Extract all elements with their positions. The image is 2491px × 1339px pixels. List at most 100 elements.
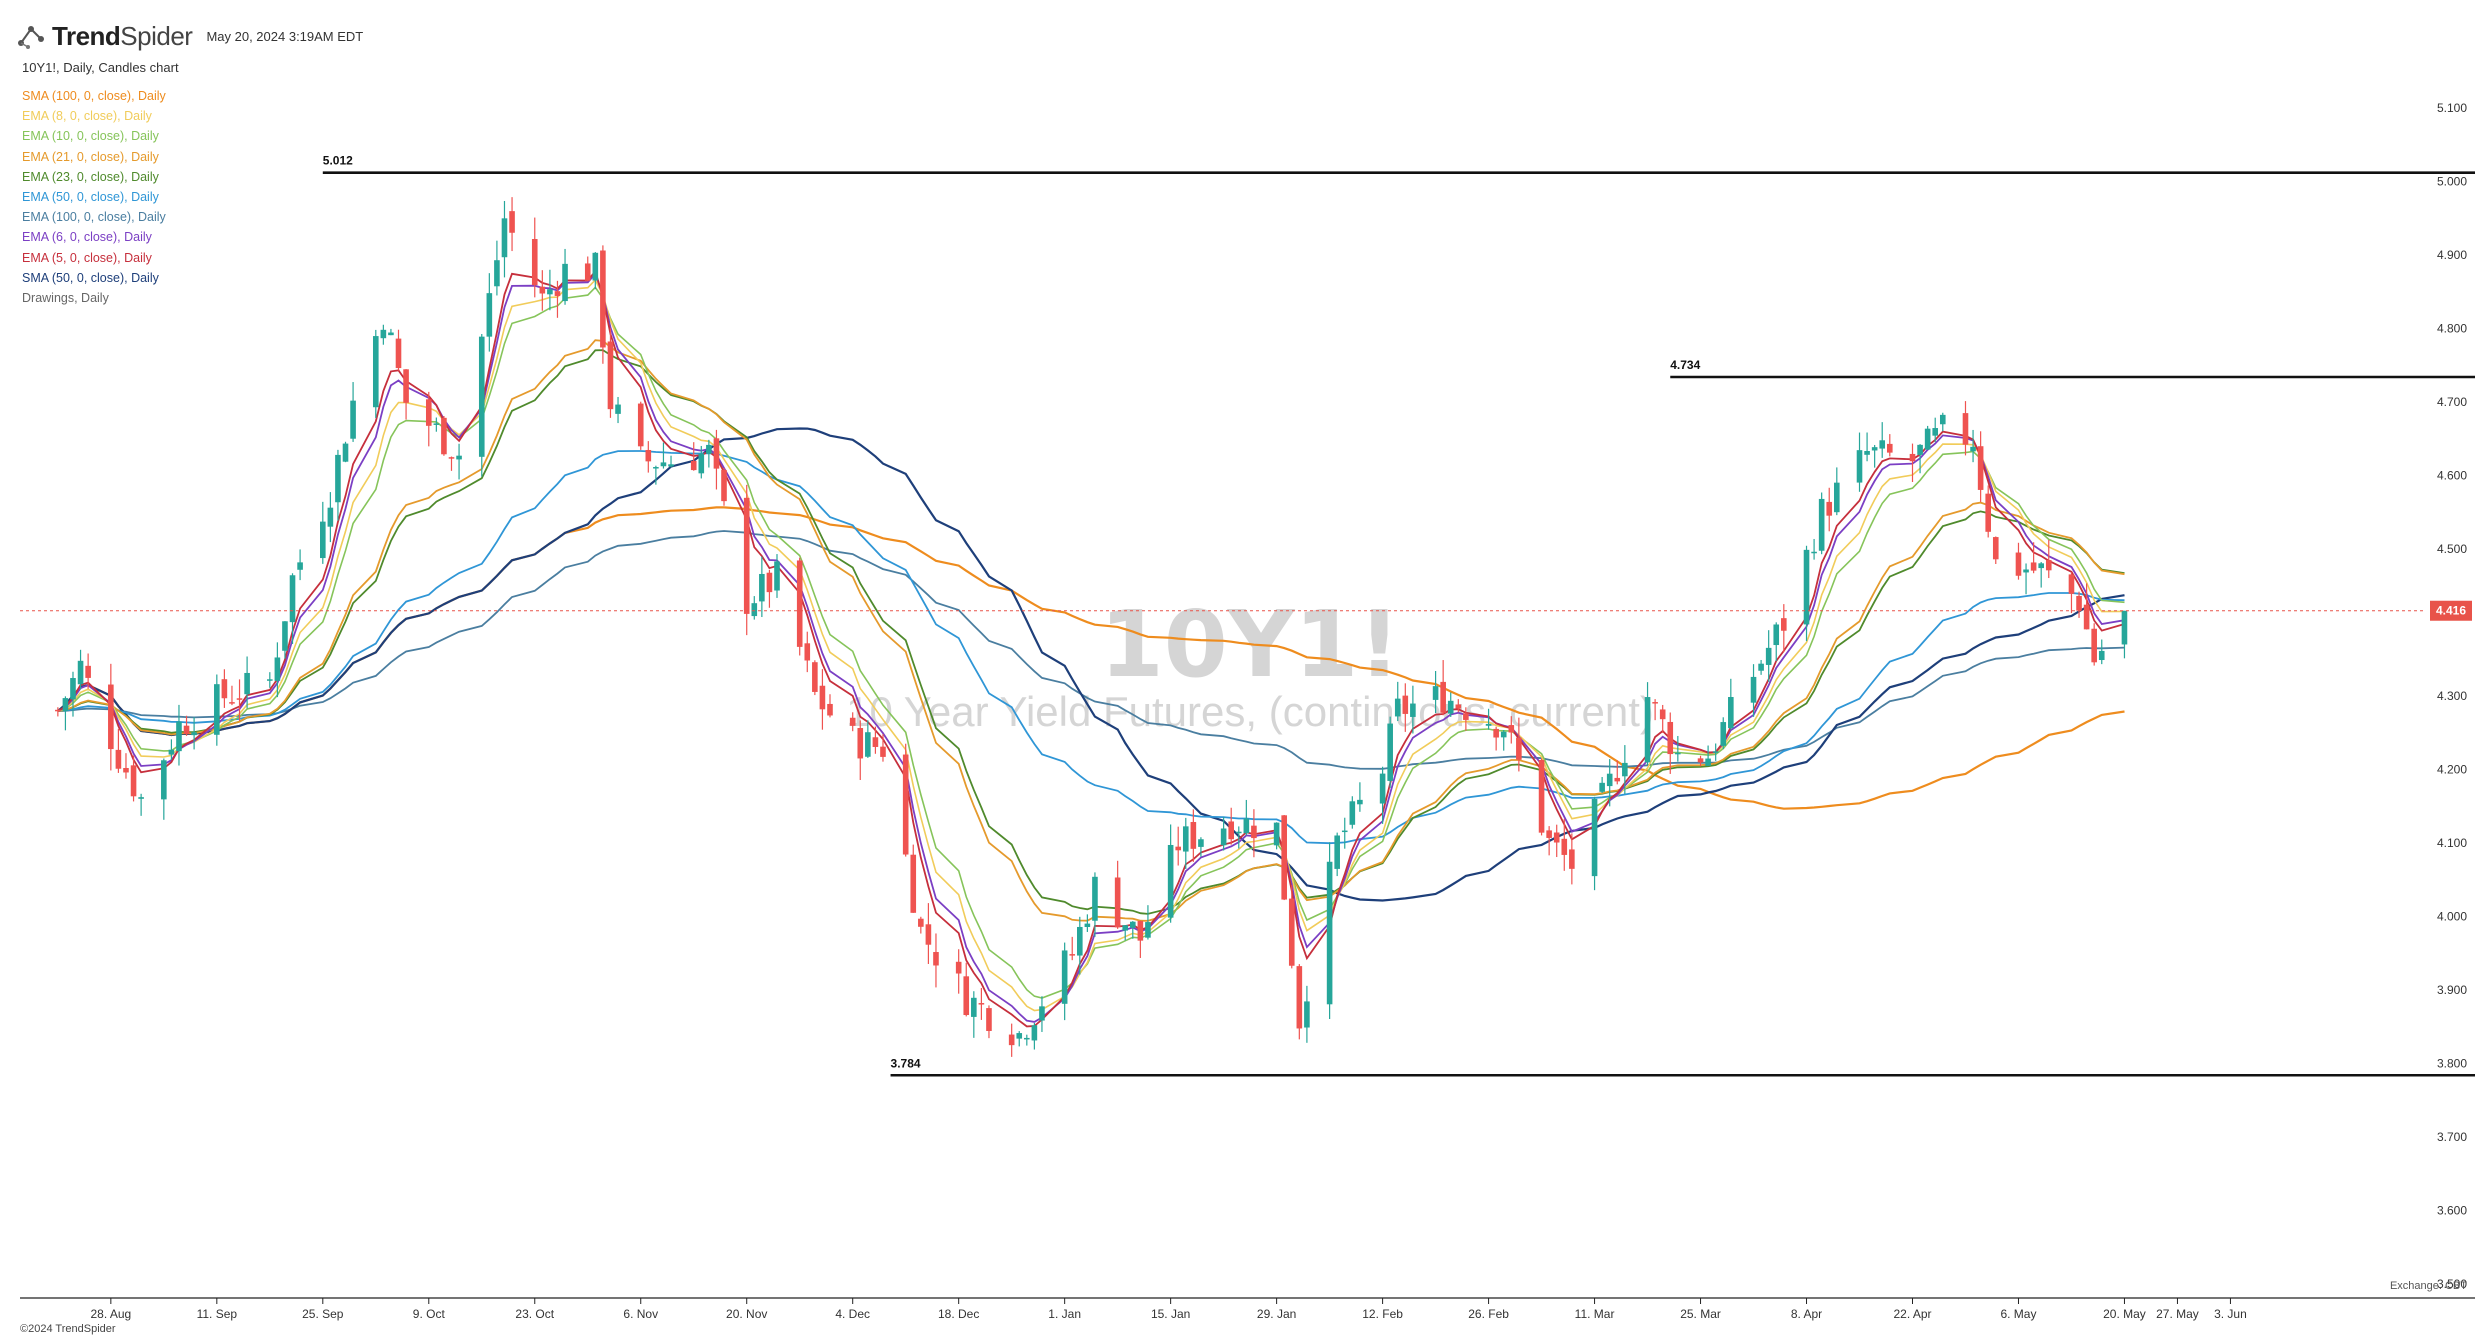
legend-item[interactable]: EMA (50, 0, close), Daily — [22, 190, 159, 205]
legend-item[interactable]: EMA (21, 0, close), Daily — [22, 149, 159, 164]
candle-body[interactable] — [176, 721, 182, 752]
candle-body[interactable] — [1500, 731, 1507, 738]
candle-body[interactable] — [743, 497, 750, 614]
candle-body[interactable] — [1705, 758, 1711, 766]
candle-body[interactable] — [2076, 595, 2082, 611]
candle-body[interactable] — [1069, 954, 1076, 956]
candle-body[interactable] — [766, 572, 773, 593]
candle-body[interactable] — [554, 291, 561, 296]
candle-body[interactable] — [1129, 921, 1136, 928]
candle-body[interactable] — [1622, 762, 1628, 777]
candle-body[interactable] — [1516, 737, 1522, 760]
candle-body[interactable] — [804, 643, 811, 661]
candle-body[interactable] — [1235, 831, 1242, 834]
candle-body[interactable] — [849, 717, 856, 726]
candle-body[interactable] — [1326, 861, 1333, 1005]
candle-body[interactable] — [706, 444, 712, 454]
candle-body[interactable] — [751, 603, 758, 617]
candle-body[interactable] — [1667, 721, 1674, 755]
candle-body[interactable] — [267, 679, 273, 681]
legend-item[interactable]: EMA (6, 0, close), Daily — [22, 230, 152, 245]
candle-body[interactable] — [1334, 835, 1340, 869]
candle-body[interactable] — [244, 672, 250, 695]
candle-body[interactable] — [978, 1003, 985, 1005]
candle-body[interactable] — [1879, 440, 1886, 449]
candle-body[interactable] — [1508, 725, 1515, 733]
candle-body[interactable] — [403, 369, 409, 403]
candle-body[interactable] — [1773, 624, 1780, 646]
candle-body[interactable] — [1932, 428, 1939, 436]
legend-item[interactable]: SMA (50, 0, close), Daily — [22, 270, 159, 285]
candle-body[interactable] — [1296, 966, 1303, 1029]
candle-body[interactable] — [342, 443, 349, 462]
candle-body[interactable] — [713, 438, 720, 469]
candle-body[interactable] — [615, 404, 621, 414]
candle-body[interactable] — [1886, 443, 1893, 453]
candle-body[interactable] — [2015, 552, 2022, 576]
candle-body[interactable] — [653, 467, 659, 469]
candle-body[interactable] — [282, 621, 288, 651]
candle-body[interactable] — [2045, 560, 2052, 571]
candle-body[interactable] — [1977, 446, 1984, 490]
candle-body[interactable] — [1024, 1037, 1030, 1040]
candle-body[interactable] — [1728, 697, 1734, 729]
candle-body[interactable] — [796, 560, 803, 647]
candle-body[interactable] — [1493, 728, 1499, 738]
candle-body[interactable] — [2068, 574, 2075, 594]
candle-body[interactable] — [236, 698, 243, 700]
candle-body[interactable] — [1599, 782, 1605, 792]
candle-body[interactable] — [1546, 830, 1552, 838]
candle-body[interactable] — [1008, 1034, 1015, 1046]
candle-body[interactable] — [1243, 818, 1250, 834]
candle-body[interactable] — [910, 854, 917, 913]
candle-body[interactable] — [85, 665, 91, 678]
candle-body[interactable] — [1697, 758, 1704, 763]
candle-body[interactable] — [138, 797, 144, 799]
candle-body[interactable] — [1909, 453, 1916, 462]
candle-body[interactable] — [1379, 773, 1386, 804]
candle-body[interactable] — [933, 952, 939, 966]
candle-body[interactable] — [1750, 676, 1757, 703]
candle-body[interactable] — [1182, 826, 1189, 852]
candle-body[interactable] — [600, 250, 606, 348]
candle-body[interactable] — [456, 455, 462, 460]
candle-body[interactable] — [425, 399, 432, 426]
candle-body[interactable] — [1553, 832, 1560, 843]
candle-body[interactable] — [1273, 822, 1280, 846]
candle-body[interactable] — [130, 765, 137, 797]
candle-body[interactable] — [698, 453, 705, 474]
candle-body[interactable] — [986, 1008, 992, 1031]
candle-body[interactable] — [1644, 697, 1651, 763]
candle-body[interactable] — [827, 703, 833, 716]
candle-body[interactable] — [1781, 618, 1787, 631]
candle-body[interactable] — [1447, 700, 1454, 714]
candle-body[interactable] — [1190, 821, 1197, 849]
candle-body[interactable] — [1758, 663, 1764, 671]
legend-item[interactable]: EMA (100, 0, close), Daily — [22, 210, 166, 225]
legend-item[interactable]: SMA (100, 0, close), Daily — [22, 89, 166, 103]
candle-body[interactable] — [539, 286, 546, 294]
candle-body[interactable] — [494, 260, 500, 287]
candle-body[interactable] — [70, 678, 76, 700]
candle-body[interactable] — [1463, 713, 1469, 720]
candle-body[interactable] — [1485, 723, 1492, 726]
candle-body[interactable] — [1031, 1025, 1038, 1041]
candle-body[interactable] — [1281, 815, 1287, 900]
candle-body[interactable] — [108, 684, 114, 750]
candle-body[interactable] — [774, 561, 780, 591]
candle-body[interactable] — [115, 749, 122, 769]
candle-body[interactable] — [1652, 702, 1658, 704]
candle-body[interactable] — [372, 336, 379, 408]
candle-body[interactable] — [1122, 925, 1129, 931]
candle-body[interactable] — [645, 449, 652, 462]
candle-body[interactable] — [183, 725, 190, 734]
candle-body[interactable] — [1432, 686, 1439, 700]
candle-body[interactable] — [1167, 844, 1174, 918]
candle-body[interactable] — [1675, 752, 1681, 755]
candle-body[interactable] — [509, 211, 515, 233]
candle-body[interactable] — [547, 289, 553, 295]
candle-body[interactable] — [1357, 799, 1363, 805]
candle-body[interactable] — [637, 403, 644, 447]
candle-body[interactable] — [168, 749, 175, 755]
